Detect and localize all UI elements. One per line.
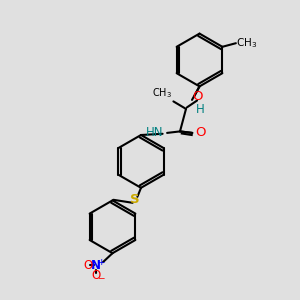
- Text: +: +: [97, 258, 104, 267]
- Text: O: O: [192, 90, 203, 103]
- Text: CH$_3$: CH$_3$: [152, 86, 172, 100]
- Text: H: H: [196, 103, 204, 116]
- Text: O: O: [195, 126, 206, 140]
- Text: HN: HN: [146, 126, 163, 140]
- Text: S: S: [130, 193, 140, 206]
- Text: O: O: [92, 269, 100, 282]
- Text: CH$_3$: CH$_3$: [236, 36, 258, 50]
- Text: −: −: [97, 274, 104, 283]
- Text: N: N: [91, 259, 101, 272]
- Text: O: O: [83, 259, 92, 272]
